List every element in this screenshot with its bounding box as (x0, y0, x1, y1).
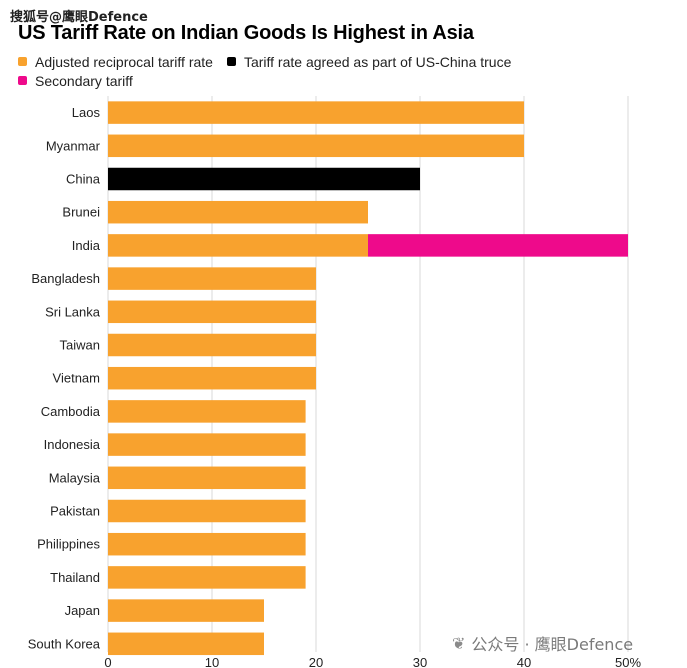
category-label: Bangladesh (31, 271, 100, 286)
category-label: Philippines (37, 537, 100, 552)
bar-malaysia-s0 (108, 466, 306, 490)
chart-title: US Tariff Rate on Indian Goods Is Highes… (18, 22, 474, 44)
category-label: China (66, 172, 101, 187)
bar-vietnam-s0 (108, 366, 316, 390)
legend-item-adjusted: Adjusted reciprocal tariff rate (18, 54, 213, 70)
bar-pakistan-s0 (108, 499, 306, 523)
category-label: Vietnam (53, 371, 100, 386)
category-label: Pakistan (50, 504, 100, 519)
legend-item-secondary: Secondary tariff (18, 73, 133, 89)
category-label: Thailand (50, 570, 100, 585)
bar-myanmar-s0 (108, 134, 524, 158)
bar-japan-s0 (108, 599, 264, 622)
legend-label-truce: Tariff rate agreed as part of US-China t… (243, 53, 512, 70)
bar-india-s0 (108, 234, 368, 257)
bar-taiwan-s0 (108, 333, 316, 357)
wechat-icon: ❦ (452, 633, 466, 653)
legend-label-secondary: Secondary tariff (35, 72, 133, 89)
category-label: Brunei (62, 205, 100, 220)
category-label: Indonesia (44, 437, 101, 452)
legend-swatch-adjusted (18, 57, 27, 66)
source-watermark: 搜狐号@鹰眼Defence (10, 10, 148, 25)
bar-china-s1 (108, 167, 420, 191)
bar-thailand-s0 (108, 566, 306, 589)
bar-bangladesh-s0 (108, 267, 316, 290)
wechat-watermark: ❦ 公众号 · 鹰眼Defence (452, 631, 633, 655)
x-tick-label: 30 (413, 655, 427, 668)
bar-cambodia-s0 (108, 400, 306, 423)
bar-philippines-s0 (108, 532, 306, 556)
category-label: Cambodia (41, 404, 101, 419)
legend-swatch-secondary (18, 76, 27, 85)
bar-laos-s0 (108, 101, 524, 124)
bar-sri-lanka-s0 (108, 300, 316, 324)
wechat-watermark-text: 公众号 · 鹰眼Defence (471, 635, 634, 654)
category-label: Sri Lanka (45, 304, 101, 319)
legend-label-adjusted: Adjusted reciprocal tariff rate (35, 53, 213, 70)
category-label: Taiwan (60, 338, 100, 353)
x-tick-label: 50% (615, 655, 641, 668)
x-tick-label: 40 (517, 655, 531, 668)
category-label: India (72, 238, 101, 253)
bar-india-s2 (368, 234, 628, 257)
category-label: Malaysia (49, 470, 101, 485)
category-label: Myanmar (46, 138, 101, 153)
bar-south-korea-s0 (108, 632, 264, 656)
bar-brunei-s0 (108, 200, 368, 224)
chart-legend: Adjusted reciprocal tariff rate Tariff r… (18, 52, 525, 90)
category-label: Japan (65, 603, 100, 618)
x-tick-label: 20 (309, 655, 323, 668)
bar-indonesia-s0 (108, 433, 306, 456)
x-tick-label: 10 (205, 655, 219, 668)
legend-item-truce: Tariff rate agreed as part of US-China t… (226, 53, 512, 70)
category-label: South Korea (28, 636, 101, 651)
category-label: Laos (72, 105, 101, 120)
legend-swatch-truce (226, 57, 236, 66)
x-tick-label: 0 (104, 655, 111, 668)
